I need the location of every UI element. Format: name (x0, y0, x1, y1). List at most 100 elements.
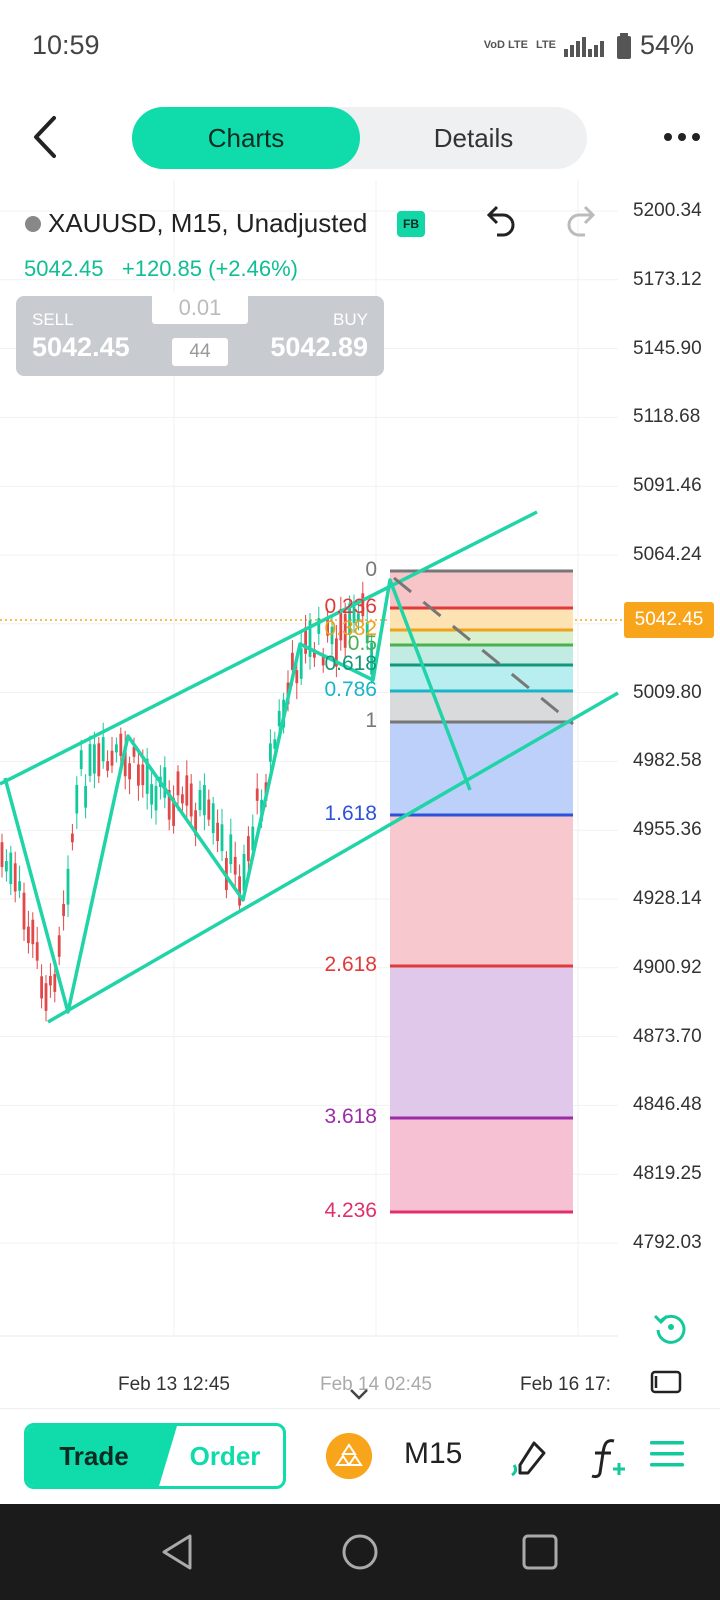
fib-zone (390, 815, 573, 966)
time-label: Feb 16 17: (520, 1374, 611, 1395)
fb-badge: FB (397, 211, 425, 237)
candle-body (145, 758, 149, 794)
candle-body (110, 750, 114, 766)
candle-body (299, 648, 303, 679)
price-change: +120.85 (+2.46%) (121, 256, 299, 281)
candle-body (181, 794, 184, 804)
candle-body (128, 763, 131, 780)
price-axis-label: 4955.36 (633, 819, 702, 841)
undo-icon[interactable] (483, 203, 519, 243)
gold-icon[interactable] (326, 1433, 372, 1479)
sell-label: SELL (32, 310, 74, 329)
candle-body (40, 976, 43, 999)
price-axis-label: 4819.25 (633, 1163, 702, 1185)
candle-body (123, 746, 127, 777)
order-button[interactable]: Order (189, 1440, 261, 1471)
candle-body (370, 642, 373, 675)
candle-body (62, 904, 65, 916)
candle-body (79, 750, 83, 770)
time-label: Feb 14 02:45 (320, 1374, 432, 1395)
price-axis-label: 4873.70 (633, 1025, 702, 1047)
price-change-line: 5042.45 +120.85 (+2.46%) (24, 256, 298, 282)
price-axis-label: 5091.46 (633, 475, 702, 497)
tab-charts[interactable]: Charts (132, 107, 360, 169)
signal-icon (563, 36, 604, 57)
candle-body (198, 789, 202, 811)
candle-body (229, 834, 233, 865)
timeframe-selector[interactable]: M15 (404, 1437, 463, 1470)
nav-home-icon[interactable] (340, 1532, 380, 1572)
candle-body (31, 919, 35, 945)
price-chart[interactable] (0, 180, 720, 1410)
candle-body (352, 601, 356, 623)
drawing-tools-icon[interactable] (510, 1435, 554, 1479)
candle-body (269, 743, 272, 762)
candle-body (326, 617, 329, 636)
candle-body (0, 842, 4, 868)
candle-body (361, 593, 365, 617)
candle-body (176, 771, 180, 796)
fibonacci-zones (390, 569, 573, 1214)
fullscreen-icon[interactable] (650, 1370, 682, 1394)
symbol-title[interactable]: XAUUSD, M15, Unadjusted (48, 208, 368, 238)
candle-body (194, 810, 197, 836)
candle-body (357, 613, 360, 622)
candle-body (97, 743, 101, 777)
candle-body (57, 935, 61, 957)
candle-body (93, 744, 96, 774)
fib-level-label: 2.618 (324, 953, 377, 976)
chevron-down-icon[interactable] (347, 1386, 371, 1402)
bottom-toolbar: Trade Order M15 (0, 1408, 720, 1505)
fib-level-label: 1 (365, 709, 377, 732)
candle-body (75, 784, 79, 814)
sell-price-button[interactable]: 5042.45 (32, 332, 130, 362)
price-axis-label: 5145.90 (633, 337, 702, 359)
candle-body (203, 785, 206, 816)
price-axis-label: 5009.80 (633, 681, 702, 703)
projection-dashed-line (393, 576, 574, 726)
candle-body (141, 764, 145, 786)
fib-zone (390, 571, 573, 608)
fib-zone (390, 645, 573, 665)
nav-recents-icon[interactable] (520, 1532, 560, 1572)
candle-body (172, 798, 175, 826)
price-axis-label: 4982.58 (633, 750, 702, 772)
reset-chart-icon[interactable] (652, 1308, 690, 1346)
trade-button[interactable]: Trade (27, 1426, 177, 1486)
indicators-icon[interactable] (586, 1435, 630, 1479)
candle-body (9, 852, 13, 885)
candle-body (317, 618, 321, 634)
candle-body (185, 775, 189, 806)
candle-body (44, 983, 48, 1011)
fib-level-label: 1.618 (324, 802, 377, 825)
fib-level-label: 0 (365, 558, 377, 581)
system-nav-bar (0, 1504, 720, 1600)
menu-icon[interactable] (650, 1439, 684, 1469)
candle-body (220, 824, 224, 852)
buy-price-button[interactable]: 5042.89 (270, 332, 368, 362)
candle-body (251, 826, 255, 851)
more-options-icon[interactable] (662, 125, 702, 149)
lot-size-input[interactable]: 0.01 (152, 292, 248, 324)
candle-body (247, 836, 250, 862)
quick-trade-panel: SELL 5042.45 BUY 5042.89 0.01 44 (16, 292, 384, 376)
candle-body (295, 670, 299, 684)
battery-icon (616, 32, 631, 59)
nav-back-icon[interactable] (158, 1532, 198, 1572)
candle-body (273, 739, 277, 749)
price-axis-label: 5200.34 (633, 200, 702, 221)
price-axis-label: 5173.12 (633, 268, 702, 290)
candle-body (13, 863, 17, 892)
status-icons: VoD LTE LTE 54% (484, 30, 694, 61)
candle-body (277, 710, 281, 727)
price-axis-label: 5064.24 (633, 544, 702, 565)
price-axis-label: 4792.03 (633, 1232, 702, 1253)
status-time: 10:59 (32, 30, 100, 60)
candle-body (53, 974, 57, 992)
candle-body (132, 746, 136, 757)
tab-details[interactable]: Details (433, 122, 514, 153)
candle-body (365, 622, 369, 644)
zigzag-line (3, 578, 472, 1014)
redo-icon[interactable] (563, 203, 599, 243)
back-arrow-icon[interactable] (22, 112, 72, 162)
